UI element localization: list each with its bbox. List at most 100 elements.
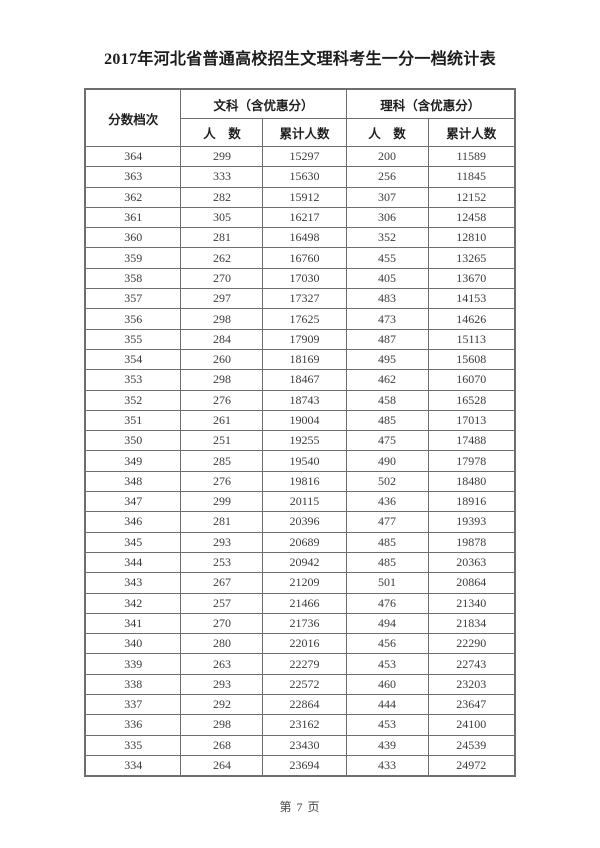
science-cumulative-cell: 13670 bbox=[427, 267, 516, 290]
liberal-cumulative-cell: 22864 bbox=[262, 694, 347, 716]
science-count-cell: 455 bbox=[345, 247, 429, 269]
header-score-tier: 分数档次 bbox=[84, 88, 182, 147]
score-distribution-table: 分数档次 文科（含优惠分） 理科（含优惠分） 人 数 累计人数 人 数 累计人数… bbox=[83, 88, 517, 778]
liberal-cumulative-cell: 17625 bbox=[262, 308, 347, 330]
science-count-cell: 460 bbox=[345, 673, 429, 696]
liberal-count-cell: 262 bbox=[180, 247, 264, 269]
score-tier-cell: 351 bbox=[84, 409, 182, 432]
liberal-count-cell: 285 bbox=[180, 450, 264, 472]
liberal-count-cell: 251 bbox=[180, 430, 264, 452]
science-cumulative-cell: 12458 bbox=[427, 206, 516, 229]
table-row: 351 261 19004 485 17013 bbox=[84, 409, 516, 432]
science-cumulative-cell: 17013 bbox=[427, 409, 516, 432]
science-cumulative-cell: 14626 bbox=[427, 308, 516, 330]
table-row: 347 299 20115 436 18916 bbox=[84, 491, 516, 513]
liberal-count-cell: 267 bbox=[180, 572, 264, 594]
liberal-count-cell: 298 bbox=[180, 369, 264, 391]
liberal-count-cell: 305 bbox=[180, 206, 264, 229]
liberal-count-cell: 270 bbox=[180, 267, 264, 290]
table-row: 356 298 17625 473 14626 bbox=[84, 308, 516, 330]
science-cumulative-cell: 23203 bbox=[427, 673, 516, 696]
science-cumulative-cell: 24100 bbox=[427, 714, 516, 736]
science-count-cell: 476 bbox=[345, 592, 429, 614]
science-cumulative-cell: 16528 bbox=[427, 389, 516, 411]
score-tier-cell: 352 bbox=[84, 389, 182, 411]
liberal-cumulative-cell: 16760 bbox=[262, 247, 347, 269]
score-tier-cell: 363 bbox=[84, 166, 182, 188]
liberal-count-cell: 299 bbox=[180, 491, 264, 513]
liberal-cumulative-cell: 22279 bbox=[262, 653, 347, 675]
science-cumulative-cell: 21340 bbox=[427, 592, 516, 614]
science-count-cell: 485 bbox=[345, 409, 429, 432]
science-count-cell: 485 bbox=[345, 551, 429, 574]
science-cumulative-cell: 17978 bbox=[427, 450, 516, 472]
score-tier-cell: 348 bbox=[84, 470, 182, 493]
table-row: 343 267 21209 501 20864 bbox=[84, 572, 516, 594]
score-tier-cell: 346 bbox=[84, 511, 182, 533]
score-tier-cell: 364 bbox=[84, 145, 182, 168]
liberal-cumulative-cell: 23694 bbox=[262, 754, 347, 777]
science-count-cell: 495 bbox=[345, 348, 429, 371]
table-row: 357 297 17327 483 14153 bbox=[84, 288, 516, 310]
science-count-cell: 436 bbox=[345, 491, 429, 513]
science-cumulative-cell: 15608 bbox=[427, 348, 516, 371]
liberal-cumulative-cell: 20396 bbox=[262, 511, 347, 533]
liberal-cumulative-cell: 22016 bbox=[262, 633, 347, 655]
page-number: 第 7 页 bbox=[279, 800, 321, 815]
science-cumulative-cell: 19878 bbox=[427, 531, 516, 553]
liberal-cumulative-cell: 19816 bbox=[262, 470, 347, 493]
liberal-count-cell: 333 bbox=[180, 166, 264, 188]
score-tier-cell: 340 bbox=[84, 633, 182, 655]
score-tier-cell: 361 bbox=[84, 206, 182, 229]
science-count-cell: 490 bbox=[345, 450, 429, 472]
score-tier-cell: 341 bbox=[84, 612, 182, 635]
science-cumulative-cell: 22290 bbox=[427, 633, 516, 655]
liberal-cumulative-cell: 21466 bbox=[262, 592, 347, 614]
liberal-cumulative-cell: 17327 bbox=[262, 288, 347, 310]
science-count-cell: 439 bbox=[345, 734, 429, 756]
table-row: 354 260 18169 495 15608 bbox=[84, 348, 516, 371]
liberal-cumulative-cell: 20115 bbox=[262, 491, 347, 513]
science-cumulative-cell: 11589 bbox=[427, 145, 516, 168]
science-count-cell: 256 bbox=[345, 166, 429, 188]
score-tier-cell: 339 bbox=[84, 653, 182, 675]
science-cumulative-cell: 20363 bbox=[427, 551, 516, 574]
liberal-cumulative-cell: 19540 bbox=[262, 450, 347, 472]
science-cumulative-cell: 14153 bbox=[427, 288, 516, 310]
science-cumulative-cell: 12152 bbox=[427, 186, 516, 208]
liberal-count-cell: 261 bbox=[180, 409, 264, 432]
liberal-cumulative-cell: 17909 bbox=[262, 328, 347, 350]
science-count-cell: 458 bbox=[345, 389, 429, 411]
science-count-cell: 306 bbox=[345, 206, 429, 229]
science-count-cell: 456 bbox=[345, 633, 429, 655]
table-row: 362 282 15912 307 12152 bbox=[84, 186, 516, 208]
science-cumulative-cell: 23647 bbox=[427, 694, 516, 716]
liberal-count-cell: 281 bbox=[180, 227, 264, 249]
score-tier-cell: 335 bbox=[84, 734, 182, 756]
science-count-cell: 485 bbox=[345, 531, 429, 553]
liberal-cumulative-cell: 15297 bbox=[262, 145, 347, 168]
science-count-cell: 453 bbox=[345, 653, 429, 675]
liberal-cumulative-cell: 22572 bbox=[262, 673, 347, 696]
science-count-cell: 444 bbox=[345, 694, 429, 716]
liberal-cumulative-cell: 15912 bbox=[262, 186, 347, 208]
header-liberal-cumulative: 累计人数 bbox=[262, 118, 347, 147]
table-row: 364 299 15297 200 11589 bbox=[84, 145, 516, 168]
liberal-count-cell: 264 bbox=[180, 754, 264, 777]
table-row: 363 333 15630 256 11845 bbox=[84, 166, 516, 188]
science-cumulative-cell: 12810 bbox=[427, 227, 516, 249]
table-row: 345 293 20689 485 19878 bbox=[84, 531, 516, 553]
score-tier-cell: 344 bbox=[84, 551, 182, 574]
liberal-count-cell: 276 bbox=[180, 470, 264, 493]
liberal-count-cell: 292 bbox=[180, 694, 264, 716]
science-cumulative-cell: 24539 bbox=[427, 734, 516, 756]
score-tier-cell: 337 bbox=[84, 694, 182, 716]
table-header: 分数档次 文科（含优惠分） 理科（含优惠分） 人 数 累计人数 人 数 累计人数 bbox=[84, 88, 516, 147]
liberal-cumulative-cell: 16217 bbox=[262, 206, 347, 229]
liberal-count-cell: 268 bbox=[180, 734, 264, 756]
table-row: 335 268 23430 439 24539 bbox=[84, 734, 516, 756]
science-cumulative-cell: 20864 bbox=[427, 572, 516, 594]
table-row: 346 281 20396 477 19393 bbox=[84, 511, 516, 533]
science-count-cell: 477 bbox=[345, 511, 429, 533]
table-row: 348 276 19816 502 18480 bbox=[84, 470, 516, 493]
